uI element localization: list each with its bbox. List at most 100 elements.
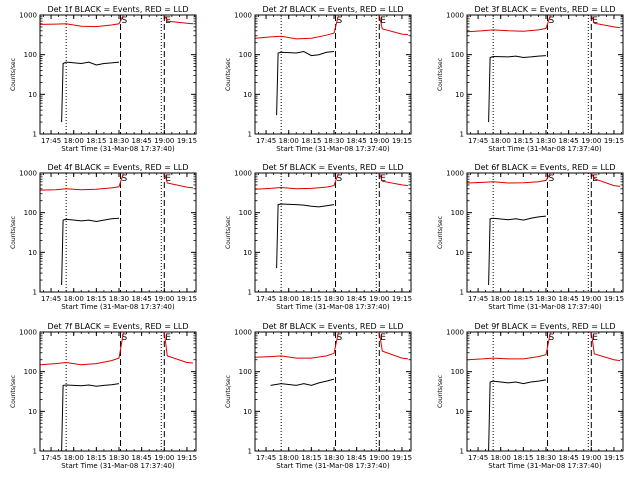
- y-tick-label: 100: [451, 368, 464, 376]
- panel-det-1: Det 1f BLACK = Events, RED = LLD Counts/s…: [10, 5, 197, 153]
- x-tick-label: 18:45: [559, 137, 579, 145]
- plot-frame: [39, 331, 197, 452]
- panel-title: Det 9f BLACK = Events, RED = LLD: [474, 322, 615, 331]
- y-axis-label: Counts/sec: [437, 375, 444, 408]
- y-tick-label: 1: [33, 448, 37, 456]
- x-axis-label: Start Time (31-Mar-08 17:37:40): [61, 145, 175, 153]
- x-tick-label: 18:30: [536, 454, 556, 462]
- panel-title: Det 8f BLACK = Events, RED = LLD: [262, 322, 403, 331]
- panel-det-2: Det 2f BLACK = Events, RED = LLD Counts/s…: [225, 5, 412, 153]
- marker-label: E: [592, 333, 598, 343]
- x-tick-label: 17:45: [256, 454, 276, 462]
- panel-det-3: Det 3f BLACK = Events, RED = LLD Counts/s…: [437, 5, 624, 153]
- x-axis-label: Start Time (31-Mar-08 17:37:40): [488, 303, 602, 311]
- x-tick-label: 18:30: [324, 137, 344, 145]
- marker-label: S: [549, 333, 555, 343]
- panel-title: Det 5f BLACK = Events, RED = LLD: [262, 163, 403, 172]
- y-axis-label: Counts/sec: [225, 58, 232, 91]
- y-tick-label: 10: [455, 249, 464, 257]
- y-tick-label: 10: [455, 408, 464, 416]
- series-line-events: [488, 215, 547, 286]
- y-tick-label: 1: [248, 448, 252, 456]
- x-tick-label: 18:45: [132, 295, 152, 303]
- x-tick-label: 18:45: [347, 295, 367, 303]
- panel-title: Det 6f BLACK = Events, RED = LLD: [474, 163, 615, 172]
- y-tick-label: 10: [243, 91, 252, 99]
- series-line-lld: [590, 14, 621, 29]
- y-tick-label: 100: [451, 51, 464, 59]
- y-tick-label: 100: [451, 209, 464, 217]
- x-tick-label: 17:45: [41, 137, 61, 145]
- plot-frame: [466, 331, 624, 452]
- y-tick-label: 1: [248, 289, 252, 297]
- x-tick-label: 18:45: [347, 454, 367, 462]
- series-line-lld: [163, 331, 194, 364]
- y-tick-label: 100: [24, 51, 37, 59]
- y-tick-label: 1000: [19, 170, 37, 178]
- series-line-lld: [378, 14, 409, 36]
- marker-label: S: [337, 333, 343, 343]
- y-tick-label: 10: [243, 408, 252, 416]
- y-tick-label: 1: [33, 131, 37, 139]
- x-tick-label: 18:15: [86, 295, 106, 303]
- x-tick-label: 19:15: [177, 137, 197, 145]
- x-tick-label: 18:30: [536, 295, 556, 303]
- y-axis-label: Counts/sec: [225, 216, 232, 249]
- series-line-lld: [378, 172, 409, 187]
- y-axis-label: Counts/sec: [437, 216, 444, 249]
- marker-label: E: [380, 174, 386, 184]
- y-axis-label: Counts/sec: [225, 375, 232, 408]
- x-tick-label: 18:15: [513, 454, 533, 462]
- panel-title: Det 2f BLACK = Events, RED = LLD: [262, 5, 403, 14]
- x-tick-label: 19:15: [392, 454, 412, 462]
- plot-frame: [39, 14, 197, 135]
- series-line-events: [488, 379, 547, 452]
- y-tick-label: 1000: [446, 170, 464, 178]
- x-tick-label: 18:15: [86, 137, 106, 145]
- x-tick-label: 19:00: [581, 295, 601, 303]
- series-line-events: [276, 203, 335, 269]
- x-tick-label: 18:30: [109, 137, 129, 145]
- x-tick-label: 18:00: [491, 454, 511, 462]
- x-tick-label: 18:30: [109, 295, 129, 303]
- x-tick-label: 19:15: [604, 454, 624, 462]
- y-axis-label: Counts/sec: [10, 58, 17, 91]
- x-tick-label: 18:30: [324, 295, 344, 303]
- x-tick-label: 18:15: [301, 295, 321, 303]
- x-tick-label: 18:00: [64, 295, 84, 303]
- x-tick-label: 18:15: [301, 454, 321, 462]
- x-tick-label: 19:15: [392, 137, 412, 145]
- marker-label: S: [337, 174, 343, 184]
- series-line-events: [61, 217, 120, 286]
- y-tick-label: 1: [248, 131, 252, 139]
- x-tick-label: 18:15: [86, 454, 106, 462]
- series-line-events: [270, 378, 335, 386]
- plot-frame: [39, 172, 197, 293]
- y-tick-label: 100: [239, 51, 252, 59]
- x-tick-label: 18:00: [491, 137, 511, 145]
- x-tick-label: 19:15: [177, 295, 197, 303]
- x-tick-label: 19:00: [581, 137, 601, 145]
- x-tick-label: 18:00: [64, 137, 84, 145]
- x-axis-label: Start Time (31-Mar-08 17:37:40): [61, 303, 175, 311]
- y-tick-label: 1000: [446, 12, 464, 20]
- x-tick-label: 18:00: [491, 295, 511, 303]
- x-tick-label: 19:15: [604, 295, 624, 303]
- series-line-lld: [590, 331, 621, 362]
- x-tick-label: 18:00: [279, 137, 299, 145]
- y-tick-label: 1000: [446, 329, 464, 337]
- x-tick-label: 18:45: [132, 137, 152, 145]
- y-axis-label: Counts/sec: [437, 58, 444, 91]
- x-tick-label: 18:45: [559, 454, 579, 462]
- y-axis-label: Counts/sec: [10, 375, 17, 408]
- series-line-lld: [255, 14, 339, 40]
- series-line-lld: [467, 331, 551, 361]
- x-tick-label: 19:15: [177, 454, 197, 462]
- panel-det-6: Det 6f BLACK = Events, RED = LLD Counts/s…: [437, 163, 624, 311]
- x-tick-label: 19:00: [581, 454, 601, 462]
- y-tick-label: 10: [28, 91, 37, 99]
- x-tick-label: 18:15: [301, 137, 321, 145]
- series-line-lld: [378, 331, 409, 360]
- series-line-lld: [590, 172, 621, 187]
